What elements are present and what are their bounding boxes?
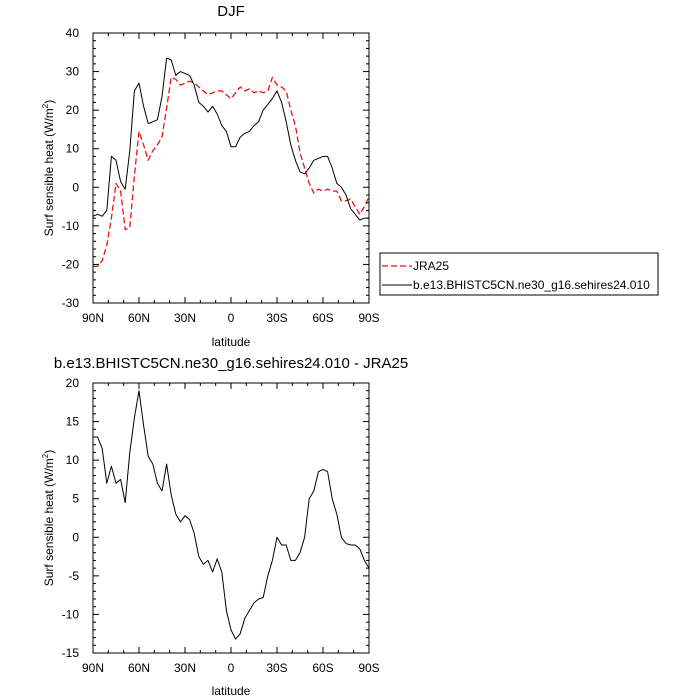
x-tick-label: 0	[228, 311, 235, 325]
y-tick-label: -5	[68, 569, 79, 583]
x-tick-label: 30N	[174, 661, 196, 675]
y-tick-label: 30	[66, 65, 80, 79]
plot-frame	[92, 32, 370, 304]
y-tick-label: 0	[72, 180, 79, 194]
y-axis-label: Surf sensible heat (W/m2)	[41, 450, 56, 587]
x-tick-label: 60S	[312, 311, 333, 325]
y-tick-label: 20	[66, 103, 80, 117]
y-axis-label-sup: 2	[41, 453, 50, 458]
y-axis-label-sup: 2	[41, 103, 50, 108]
panel-difference: b.e13.BHISTC5CN.ne30_g16.sehires24.010 -…	[41, 355, 408, 698]
y-tick-label: 40	[66, 26, 80, 40]
x-tick-label: 0	[228, 661, 235, 675]
x-tick-label: 30S	[266, 661, 287, 675]
y-axis-label-main: Surf sensible heat (W/m	[42, 108, 56, 236]
x-tick-label: 30S	[266, 311, 287, 325]
y-tick-label: -20	[62, 257, 80, 271]
y-axis-label: Surf sensible heat (W/m2)	[41, 100, 56, 237]
y-tick-label: -10	[62, 219, 80, 233]
series-line-difference	[93, 390, 370, 640]
x-tick-label: 90N	[82, 661, 104, 675]
y-tick-label: -10	[62, 607, 80, 621]
x-axis-label: latitude	[212, 335, 251, 349]
x-tick-label: 90N	[82, 311, 104, 325]
y-tick-label: 5	[72, 492, 79, 506]
y-tick-label: 10	[66, 142, 80, 156]
y-axis-label-end: )	[42, 100, 56, 104]
x-tick-label: 60N	[128, 311, 150, 325]
x-tick-label: 60S	[312, 661, 333, 675]
y-tick-label: -15	[62, 646, 80, 660]
plot-frame	[92, 382, 370, 654]
legend-label-jra25: JRA25	[413, 259, 449, 273]
legend: JRA25 b.e13.BHISTC5CN.ne30_g16.sehires24…	[379, 252, 659, 296]
series-line-jra25	[93, 76, 370, 268]
y-axis-label-end: )	[42, 450, 56, 454]
y-tick-label: 15	[66, 415, 80, 429]
x-tick-label: 90S	[358, 661, 379, 675]
panel-djf: DJF Surf sensible heat (W/m2) latitude 9…	[41, 3, 659, 349]
x-tick-label: 60N	[128, 661, 150, 675]
plot-area: 90N 60N 30N 0 30S 60S 90S -15 -10 -5 0 5 10 15 20	[62, 376, 380, 675]
plot-area: 90N 60N 30N 0 30S 60S 90S -30 -20 -10 0 10 20 30 40	[62, 26, 380, 325]
legend-label-model: b.e13.BHISTC5CN.ne30_g16.sehires24.010	[413, 278, 650, 292]
legend-box	[379, 252, 659, 296]
y-tick-label: 20	[66, 376, 80, 390]
series-line-model	[92, 57, 369, 221]
y-tick-label: 10	[66, 453, 80, 467]
x-tick-label: 30N	[174, 311, 196, 325]
x-axis-label: latitude	[212, 684, 251, 698]
chart-title: DJF	[217, 3, 245, 20]
chart-title: b.e13.BHISTC5CN.ne30_g16.sehires24.010 -…	[54, 355, 408, 372]
y-axis-label-main: Surf sensible heat (W/m	[42, 458, 56, 586]
x-tick-label: 90S	[358, 311, 379, 325]
y-tick-label: 0	[72, 530, 79, 544]
y-tick-label: -30	[62, 296, 80, 310]
